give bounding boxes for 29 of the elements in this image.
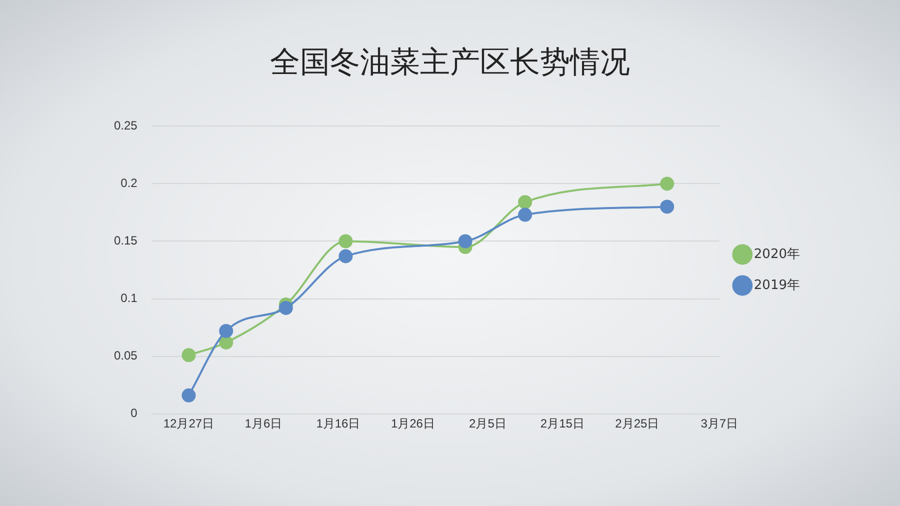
y-tick-label: 0.2 [120, 176, 138, 190]
point [458, 234, 472, 248]
y-tick-label: 0 [130, 406, 138, 420]
point [518, 208, 532, 222]
point [219, 335, 234, 350]
point [182, 348, 196, 362]
y-tick-label: 0.15 [114, 234, 138, 248]
x-tick-label: 1月6日 [244, 416, 282, 430]
x-tick-label: 12月27日 [163, 416, 214, 430]
chart-title: 全国冬油菜主产区长势情况 [269, 44, 631, 82]
x-tick-label: 2月15日 [540, 416, 584, 430]
point [219, 324, 234, 338]
point [518, 195, 532, 210]
point [660, 200, 674, 214]
y-tick-label: 0.1 [120, 291, 138, 306]
point [278, 300, 293, 315]
point [338, 234, 353, 248]
y-tick-label: 0.05 [114, 348, 138, 363]
x-tick-label: 1月16日 [316, 416, 360, 430]
x-tick-label: 2月25日 [615, 416, 660, 430]
point [338, 249, 353, 264]
legend-label: 2020年 [754, 246, 800, 262]
x-tick-label: 1月26日 [390, 416, 435, 430]
y-tick-label: 0.25 [114, 118, 138, 133]
x-tick-label: 2月5日 [469, 416, 506, 430]
point [182, 388, 196, 402]
legend-label: 2019年 [754, 278, 800, 293]
x-tick-label: 3月7日 [700, 416, 738, 430]
point [660, 176, 674, 191]
